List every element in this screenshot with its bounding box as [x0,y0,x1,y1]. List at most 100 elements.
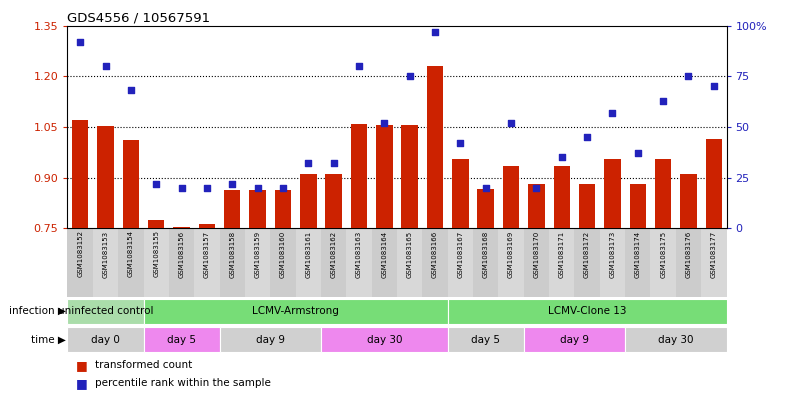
Bar [427,66,443,228]
Point [378,120,391,126]
Point [505,120,518,126]
Text: day 9: day 9 [560,334,589,345]
Bar [524,228,549,297]
Bar [372,228,397,297]
Text: GSM1083164: GSM1083164 [381,230,387,277]
Point [530,185,543,191]
Bar [604,159,621,228]
Bar [397,228,422,297]
Bar [224,191,241,228]
Text: GSM1083152: GSM1083152 [77,230,83,277]
Bar [676,228,701,297]
Bar [402,125,418,228]
Bar [249,191,266,228]
Point [125,87,137,94]
Point [353,63,365,69]
Text: day 9: day 9 [256,334,285,345]
Bar [144,228,169,297]
Text: GSM1083160: GSM1083160 [280,230,286,277]
Bar [503,166,519,228]
Bar [473,228,499,297]
Text: GSM1083154: GSM1083154 [128,230,134,277]
Bar [650,228,676,297]
Text: GSM1083167: GSM1083167 [457,230,464,277]
Point [606,110,619,116]
Text: GSM1083173: GSM1083173 [610,230,615,277]
Bar [67,327,144,352]
Bar [67,228,93,297]
Bar [195,228,220,297]
Point [302,160,314,167]
Point [74,39,87,45]
Point [657,97,669,104]
Text: day 30: day 30 [367,334,402,345]
Bar [98,126,114,228]
Text: GSM1083169: GSM1083169 [508,230,514,277]
Bar [122,140,139,228]
Bar [220,228,245,297]
Bar [144,299,448,324]
Text: GSM1083171: GSM1083171 [559,230,565,277]
Bar [706,139,722,228]
Point [429,28,441,35]
Bar [93,228,118,297]
Point [175,185,188,191]
Text: day 5: day 5 [167,334,196,345]
Text: uninfected control: uninfected control [58,306,153,316]
Bar [579,184,596,228]
Point [276,185,289,191]
Bar [701,228,727,297]
Text: GSM1083157: GSM1083157 [204,230,210,277]
Text: percentile rank within the sample: percentile rank within the sample [95,378,272,388]
Bar [245,228,270,297]
Point [454,140,467,146]
Text: LCMV-Armstrong: LCMV-Armstrong [252,306,339,316]
Bar [321,228,346,297]
Point [201,185,214,191]
Text: ■: ■ [75,376,87,390]
Text: day 30: day 30 [658,334,694,345]
Bar [499,228,524,297]
Text: day 5: day 5 [471,334,500,345]
Bar [422,228,448,297]
Bar [599,228,625,297]
Text: time ▶: time ▶ [31,334,66,345]
Text: GSM1083165: GSM1083165 [407,230,413,277]
Text: ■: ■ [75,359,87,372]
Bar [148,220,164,228]
Point [403,73,416,79]
Bar [351,123,367,228]
Text: infection ▶: infection ▶ [9,306,66,316]
Point [99,63,112,69]
Text: GSM1083168: GSM1083168 [483,230,489,277]
Text: GSM1083158: GSM1083158 [229,230,235,277]
Bar [270,228,295,297]
Bar [300,174,317,228]
Bar [67,299,144,324]
Bar [630,184,646,228]
Bar [549,228,574,297]
Bar [448,299,727,324]
Text: GSM1083174: GSM1083174 [634,230,641,277]
Text: GSM1083163: GSM1083163 [356,230,362,277]
Bar [625,327,727,352]
Bar [144,327,220,352]
Text: GSM1083166: GSM1083166 [432,230,438,277]
Text: transformed count: transformed count [95,360,192,371]
Bar [72,119,88,228]
Text: day 0: day 0 [91,334,120,345]
Text: GDS4556 / 10567591: GDS4556 / 10567591 [67,11,210,24]
Bar [326,174,342,228]
Bar [295,228,321,297]
Bar [655,159,672,228]
Bar [346,228,372,297]
Point [225,180,238,187]
Bar [524,327,625,352]
Text: LCMV-Clone 13: LCMV-Clone 13 [548,306,626,316]
Bar [169,228,195,297]
Bar [220,327,321,352]
Bar [680,174,696,228]
Text: GSM1083153: GSM1083153 [102,230,109,277]
Bar [173,227,190,228]
Text: GSM1083155: GSM1083155 [153,230,160,277]
